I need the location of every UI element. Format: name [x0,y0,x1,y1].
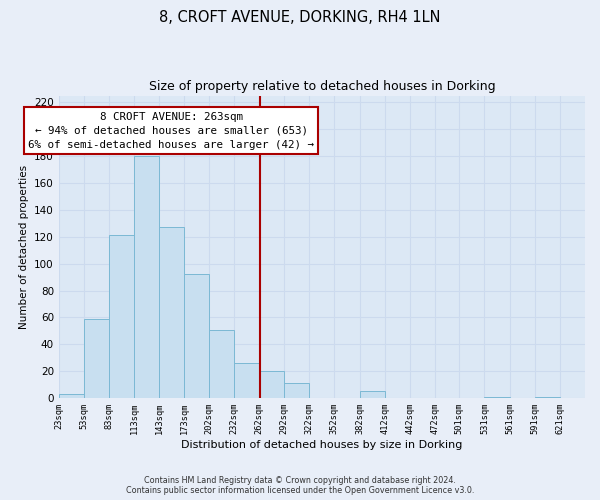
Bar [109,236,134,398]
Bar [134,156,160,398]
Bar [359,392,385,398]
Text: 8 CROFT AVENUE: 263sqm
← 94% of detached houses are smaller (653)
6% of semi-det: 8 CROFT AVENUE: 263sqm ← 94% of detached… [28,112,314,150]
Bar [234,363,259,398]
Text: Contains HM Land Registry data © Crown copyright and database right 2024.
Contai: Contains HM Land Registry data © Crown c… [126,476,474,495]
Bar [84,319,109,398]
X-axis label: Distribution of detached houses by size in Dorking: Distribution of detached houses by size … [181,440,463,450]
Bar [184,274,209,398]
Bar [160,228,184,398]
Y-axis label: Number of detached properties: Number of detached properties [19,165,29,329]
Bar [259,371,284,398]
Bar [59,394,84,398]
Bar [209,330,234,398]
Bar [535,396,560,398]
Bar [284,384,310,398]
Text: 8, CROFT AVENUE, DORKING, RH4 1LN: 8, CROFT AVENUE, DORKING, RH4 1LN [159,10,441,25]
Title: Size of property relative to detached houses in Dorking: Size of property relative to detached ho… [149,80,495,93]
Bar [484,396,509,398]
